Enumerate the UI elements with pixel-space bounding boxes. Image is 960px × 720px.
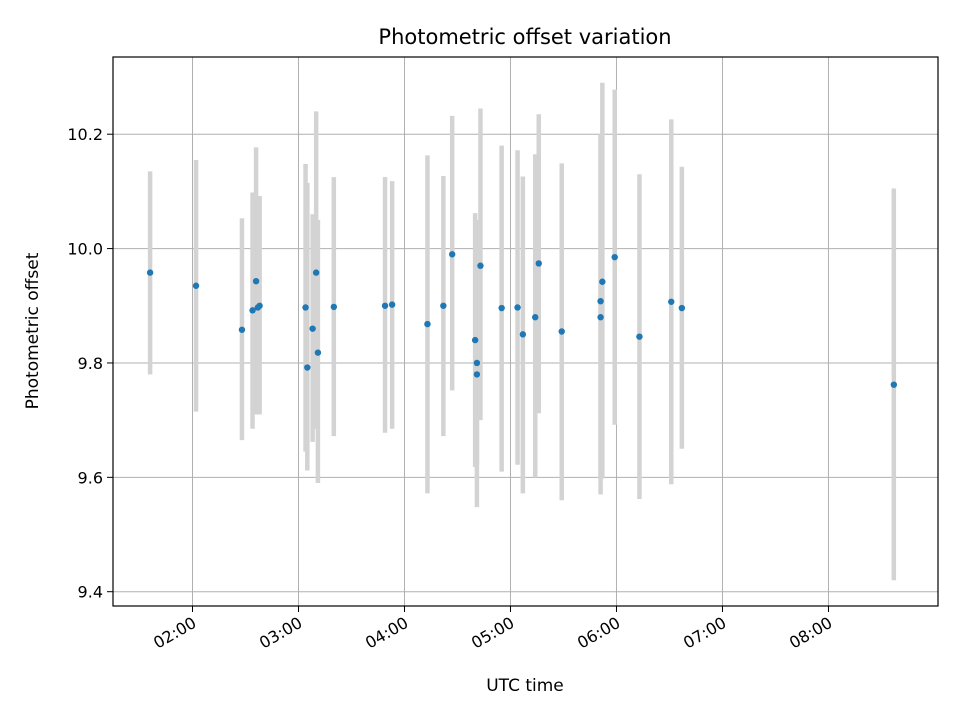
data-point	[309, 325, 316, 332]
data-point	[636, 333, 643, 340]
y-tick-label: 9.6	[78, 468, 103, 487]
data-point	[192, 282, 200, 289]
data-point	[381, 302, 389, 309]
y-tick-label: 9.4	[78, 583, 103, 602]
y-tick-label: 10.2	[67, 125, 103, 144]
plot-frame	[112, 56, 939, 607]
data-point	[498, 304, 505, 312]
grid	[113, 57, 938, 606]
data-point	[314, 349, 322, 356]
data-point	[668, 298, 675, 305]
data-point	[597, 297, 604, 305]
y-axis-ticks: 9.4 9.6 9.8 10.0 10.2	[67, 125, 113, 602]
data-point	[611, 253, 618, 261]
data-point	[514, 304, 521, 311]
data-point	[597, 314, 604, 321]
data-points	[146, 251, 898, 388]
data-point	[448, 251, 456, 258]
data-point	[249, 307, 256, 314]
data-point	[532, 314, 539, 321]
data-point	[256, 302, 263, 309]
data-point	[535, 260, 542, 267]
data-point	[477, 262, 484, 269]
data-point	[678, 304, 686, 312]
data-point	[302, 304, 309, 311]
data-point	[238, 326, 246, 333]
data-point	[890, 381, 898, 388]
y-tick-label: 10.0	[67, 240, 103, 259]
data-point	[471, 336, 479, 344]
data-point	[519, 331, 527, 338]
y-tick-label: 9.8	[78, 354, 103, 373]
data-point	[146, 269, 154, 276]
x-axis-label: UTC time	[486, 676, 564, 696]
data-point	[312, 269, 320, 276]
data-point	[440, 302, 447, 309]
y-axis-label: Photometric offset	[23, 252, 43, 409]
data-point	[252, 277, 260, 285]
data-point	[599, 278, 606, 285]
data-point	[473, 359, 481, 367]
data-point	[388, 301, 396, 308]
data-point	[304, 364, 311, 371]
data-point	[330, 303, 338, 311]
data-point	[473, 371, 481, 378]
data-point	[558, 328, 565, 335]
data-point	[424, 320, 431, 328]
chart-title: Photometric offset variation	[378, 25, 671, 49]
